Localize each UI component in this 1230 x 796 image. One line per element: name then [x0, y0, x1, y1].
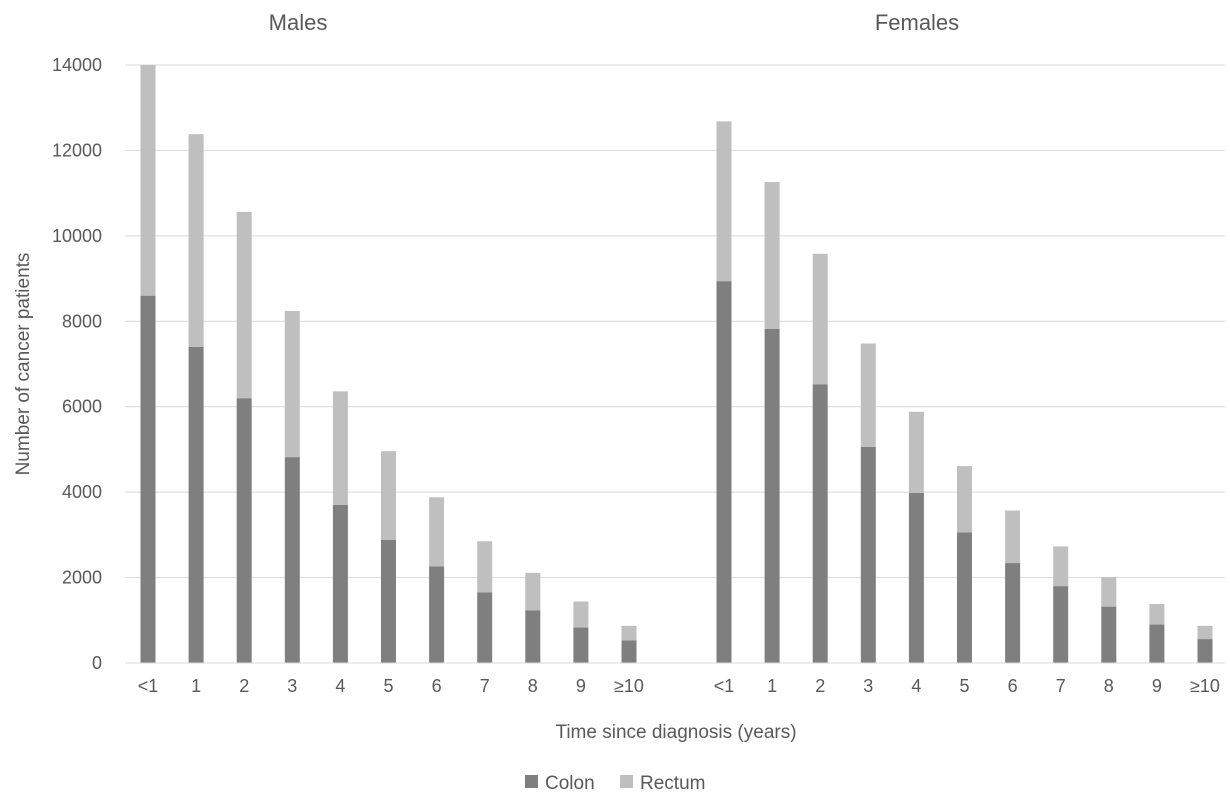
- bar-females-rectum: [957, 466, 972, 533]
- bar-males-rectum: [284, 311, 300, 458]
- bar-males-rectum: [332, 391, 348, 505]
- bar-females-colon: [908, 492, 924, 663]
- bar-females-rectum: [764, 182, 780, 329]
- bar-males-rectum: [621, 625, 637, 641]
- x-tick-label: 6: [1008, 676, 1018, 696]
- bar-females-rectum: [908, 411, 924, 493]
- x-tick-label: <1: [138, 676, 159, 696]
- x-tick-label: 6: [432, 676, 442, 696]
- x-tick-label: 7: [1056, 676, 1066, 696]
- x-tick-label: 7: [480, 676, 490, 696]
- y-tick-label: 8000: [62, 311, 102, 331]
- bars: [140, 65, 1213, 663]
- y-axis-title: Number of cancer patients: [13, 253, 34, 476]
- legend-swatch-rectum: [620, 775, 633, 788]
- legend-swatch-colon: [525, 775, 538, 788]
- y-tick-label: 10000: [52, 226, 102, 246]
- bar-females-colon: [860, 446, 876, 663]
- bar-males-colon: [477, 592, 493, 663]
- bar-females-colon: [716, 281, 732, 663]
- bar-females-colon: [764, 328, 780, 663]
- bar-females-rectum: [812, 253, 828, 385]
- y-tick-label: 14000: [52, 55, 102, 75]
- bar-males-colon: [140, 295, 156, 663]
- gridlines: [125, 64, 1225, 579]
- x-tick-label: 1: [191, 676, 201, 696]
- y-axis-ticks: 0 2000 4000 6000 8000 10000 12000 14000: [52, 55, 102, 673]
- bar-males-colon: [284, 457, 300, 663]
- x-tick-label: 2: [239, 676, 249, 696]
- bar-females-rectum: [1149, 604, 1165, 625]
- bar-females-colon: [1101, 606, 1117, 663]
- legend-label-colon: Colon: [545, 773, 595, 794]
- x-tick-label: <1: [714, 676, 735, 696]
- bar-males-colon: [525, 610, 541, 663]
- x-tick-label: 3: [287, 676, 297, 696]
- bar-males-rectum: [236, 211, 252, 399]
- bar-males-rectum: [525, 572, 541, 611]
- bar-males-colon: [188, 346, 204, 663]
- x-tick-label: ≥10: [1190, 676, 1220, 696]
- bar-males-colon: [381, 539, 396, 663]
- bar-females-rectum: [1101, 577, 1117, 607]
- bar-females-rectum: [860, 343, 876, 447]
- x-tick-label: ≥10: [614, 676, 644, 696]
- bar-males-rectum: [188, 134, 204, 347]
- bar-males-colon: [429, 566, 445, 663]
- bar-females-colon: [1005, 563, 1021, 663]
- bar-females-colon: [812, 384, 828, 663]
- x-tick-label: 9: [576, 676, 586, 696]
- legend-label-rectum: Rectum: [640, 773, 705, 794]
- bar-males-colon: [573, 627, 589, 663]
- bar-females-colon: [1197, 639, 1213, 663]
- bar-females-rectum: [716, 121, 732, 282]
- x-tick-label: 5: [959, 676, 969, 696]
- x-tick-label: 9: [1152, 676, 1162, 696]
- x-axis-ticks: <1 1 2 3 4 5 6 7 8 9 ≥10 <1 1 2 3 4 5 6 7 8 9 ≥10: [138, 676, 1220, 696]
- x-tick-label: 4: [335, 676, 345, 696]
- bar-males-rectum: [573, 601, 589, 628]
- bar-males-rectum: [477, 541, 493, 593]
- bar-males-rectum: [429, 497, 445, 567]
- x-tick-label: 2: [815, 676, 825, 696]
- bar-females-colon: [1149, 624, 1165, 663]
- bar-males-colon: [621, 640, 637, 663]
- bar-males-rectum: [140, 65, 156, 296]
- x-tick-label: 4: [911, 676, 921, 696]
- bar-females-colon: [957, 532, 972, 663]
- x-tick-label: 1: [767, 676, 777, 696]
- x-tick-label: 8: [1104, 676, 1114, 696]
- legend: Colon Rectum: [525, 773, 705, 794]
- panel-title-females: Females: [875, 10, 959, 35]
- x-tick-label: 3: [863, 676, 873, 696]
- bar-males-colon: [332, 504, 348, 663]
- x-axis-title: Time since diagnosis (years): [555, 722, 796, 743]
- bar-males-colon: [236, 398, 252, 663]
- x-tick-label: 5: [383, 676, 393, 696]
- bar-males-rectum: [381, 451, 396, 540]
- y-tick-label: 0: [92, 653, 102, 673]
- bar-females-colon: [1053, 586, 1069, 663]
- y-tick-label: 12000: [52, 140, 102, 160]
- bar-females-rectum: [1197, 625, 1213, 640]
- bar-females-rectum: [1053, 546, 1069, 587]
- y-tick-label: 4000: [62, 482, 102, 502]
- y-tick-label: 2000: [62, 568, 102, 588]
- panel-title-males: Males: [269, 10, 328, 35]
- x-tick-label: 8: [528, 676, 538, 696]
- y-tick-label: 6000: [62, 397, 102, 417]
- bar-females-rectum: [1005, 510, 1021, 564]
